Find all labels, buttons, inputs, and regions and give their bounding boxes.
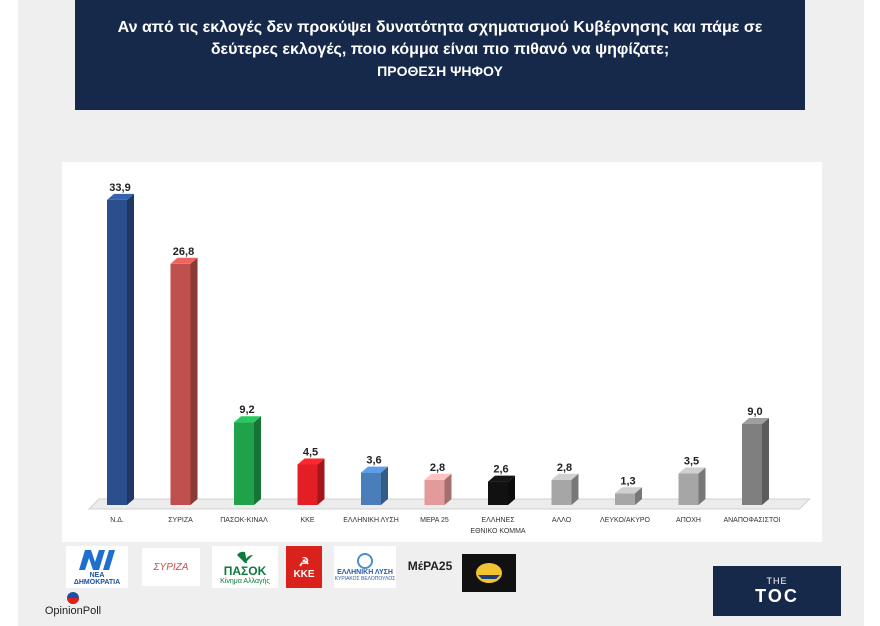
opinion-poll-text: OpinionPoll (44, 605, 102, 617)
bar-top-2 (234, 416, 261, 423)
bar-side-5 (444, 473, 452, 505)
category-label-7: ΑΛΛΟ (552, 517, 572, 524)
data-label-5: 2,8 (430, 462, 445, 474)
toc-logo-top: THE (766, 575, 788, 586)
ellines-logo (462, 554, 516, 592)
data-label-2: 9,2 (239, 404, 254, 416)
syriza-logo: ΣΥΡΙΖΑ (142, 548, 200, 586)
category-label-10: ΑΝΑΠΟΦΑΣΙΣΤΟΙ (723, 517, 780, 524)
data-label-9: 3,5 (684, 456, 699, 468)
bar-top-1 (170, 257, 198, 264)
bar-top-4 (361, 466, 388, 473)
ellines-emblem-icon (476, 563, 502, 583)
category-label-8: ΛΕΥΚΟ/ΑΚΥΡΟ (600, 517, 651, 524)
lysi-logo-text: ΕΛΛΗΝΙΚΗ ΛΥΣΗ (337, 568, 393, 576)
data-label-1: 26,8 (173, 246, 194, 258)
data-label-7: 2,8 (557, 462, 572, 474)
data-label-3: 4,5 (303, 447, 318, 459)
category-label-2: ΠΑΣΟΚ-ΚΙΝΑΛ (220, 517, 268, 524)
lysi-logo-sub: ΚΥΡΙΑΚΟΣ ΒΕΛΟΠΟΥΛΟΣ (334, 575, 396, 582)
question-text: Αν από τις εκλογές δεν προκύψει δυνατότη… (75, 0, 805, 61)
bar-top-10 (742, 418, 769, 424)
category-label-6-line-1: ΕΘΝΙΚΟ ΚΟΜΜΑ (470, 528, 526, 535)
data-label-10: 9,0 (747, 406, 762, 418)
nd-logo-text: ΝΕΑ ΔΗΜΟΚΡΑΤΙΑ (73, 572, 121, 586)
bar-side-3 (317, 458, 325, 505)
kke-hammer-sickle-icon: ☭ (298, 554, 310, 569)
lysi-emblem-icon (357, 552, 373, 569)
bar-side-10 (762, 418, 769, 505)
data-label-4: 3,6 (366, 455, 381, 467)
chart-area: 33,9 Ν.Δ. 26,8 ΣΥΡΙΖΑ 9,2 ΠΑΣΟΚ-ΚΙΝΑΛ 4,5 ΚΚΕ 3,… (62, 162, 822, 542)
bar-2 (234, 422, 254, 505)
bar-side-6 (508, 475, 515, 505)
bar-5 (424, 479, 445, 505)
chart-subtitle: ΠΡΟΘΕΣΗ ΨΗΦΟΥ (377, 63, 503, 79)
category-label-0: Ν.Δ. (110, 517, 124, 524)
question-line-1: Αν από τις εκλογές δεν προκύψει δυνατότη… (117, 19, 763, 36)
the-toc-logo: THE TOC (713, 566, 841, 616)
pasok-logo: ΠΑΣΟΚ Κίνημα Αλλαγής (212, 546, 278, 588)
bar-side-2 (254, 416, 261, 505)
bar-top-5 (424, 473, 452, 480)
kke-logo-text: ΚΚΕ (293, 568, 315, 580)
bar-top-8 (615, 487, 642, 494)
bar-top-6 (488, 475, 515, 482)
bar-top-0 (107, 193, 134, 200)
bar-3 (297, 464, 318, 505)
bar-0 (107, 199, 127, 505)
mera25-logo: ΜέΡΑ25 (404, 548, 456, 584)
data-label-0: 33,9 (109, 182, 130, 194)
kke-logo: ☭ ΚΚΕ (286, 546, 322, 588)
category-label-6: ΕΛΛΗΝΕΣ (481, 517, 515, 524)
data-label-6: 2,6 (493, 464, 508, 476)
opinion-poll-logo: OpinionPoll (32, 588, 114, 620)
pasok-logo-text: ΠΑΣΟΚ (223, 563, 267, 578)
bar-side-7 (571, 473, 579, 505)
category-label-3: ΚΚΕ (300, 517, 314, 524)
nd-emblem-icon (79, 550, 115, 570)
bar-side-4 (381, 466, 388, 505)
toc-logo-main: TOC (755, 585, 799, 606)
bar-4 (361, 472, 381, 505)
data-label-8: 1,3 (620, 475, 635, 487)
category-label-1: ΣΥΡΙΖΑ (168, 517, 193, 524)
bar-side-9 (698, 467, 706, 505)
bar-top-9 (678, 467, 706, 474)
question-line-2: δεύτερες εκλογές, ποιο κόμμα είναι πιο π… (210, 41, 670, 58)
opinion-poll-emblem-icon (67, 592, 79, 604)
bar-top-3 (297, 458, 325, 465)
bar-1 (170, 263, 191, 505)
bar-side-0 (127, 193, 134, 505)
bar-8 (615, 493, 635, 505)
bar-10 (742, 424, 762, 505)
syriza-logo-text: ΣΥΡΙΖΑ (153, 561, 189, 573)
bar-side-8 (635, 487, 642, 505)
bar-side-1 (190, 257, 198, 505)
mera25-logo-text: ΜέΡΑ25 (407, 559, 453, 573)
bar-6 (488, 481, 508, 505)
bar-7 (551, 479, 572, 505)
bar-chart: 33,9 Ν.Δ. 26,8 ΣΥΡΙΖΑ 9,2 ΠΑΣΟΚ-ΚΙΝΑΛ 4,5 ΚΚΕ 3,… (87, 182, 811, 535)
nd-logo: ΝΕΑ ΔΗΜΟΚΡΑΤΙΑ (66, 546, 128, 588)
bar-top-7 (551, 473, 579, 480)
category-label-9: ΑΠΟΧΗ (676, 517, 701, 524)
elliniki-lysi-logo: ΕΛΛΗΝΙΚΗ ΛΥΣΗ ΚΥΡΙΑΚΟΣ ΒΕΛΟΠΟΥΛΟΣ (334, 546, 396, 588)
pasok-sun-icon (237, 551, 253, 563)
pasok-logo-sub: Κίνημα Αλλαγής (220, 577, 270, 585)
chart-header: Αν από τις εκλογές δεν προκύψει δυνατότη… (75, 0, 805, 110)
category-label-5: ΜΕΡΑ 25 (420, 517, 449, 524)
bar-9 (678, 473, 699, 505)
category-label-4: ΕΛΛΗΝΙΚΗ ΛΥΣΗ (343, 517, 399, 524)
